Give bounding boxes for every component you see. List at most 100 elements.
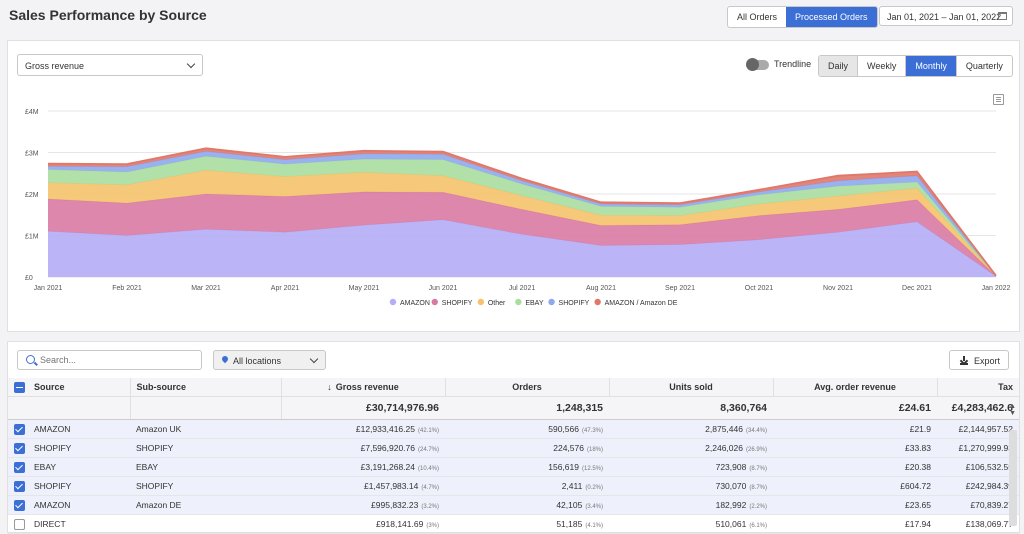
trendline-toggle[interactable] — [746, 58, 769, 71]
row-sub-source: EBAY — [130, 457, 281, 477]
col-tax[interactable]: Tax — [936, 378, 1019, 397]
row-orders-pct: (3.4%) — [585, 504, 603, 510]
row-units-sold: 2,246,026 (26.9%) — [609, 438, 773, 458]
row-sub-source: SHOPIFY — [130, 476, 281, 496]
period-monthly[interactable]: Monthly — [905, 56, 956, 76]
x-tick-label: Apr 2021 — [271, 285, 300, 292]
row-gross-revenue-pct: (10.4%) — [417, 466, 439, 472]
period-daily[interactable]: Daily — [819, 56, 858, 76]
col-orders[interactable]: Orders — [444, 378, 609, 397]
row-units-sold: 510,061 (6.1%) — [609, 514, 773, 534]
export-label: Export — [974, 356, 1001, 366]
row-source: EBAY — [28, 457, 130, 477]
totals-row: £30,714,976.96 1,248,315 8,360,764 £24.6… — [8, 396, 1019, 420]
row-gross-revenue-pct: (3.2%) — [421, 504, 439, 510]
chart-card: Gross revenue Trendline Daily Weekly Mon… — [7, 40, 1020, 332]
row-gross-revenue-pct: (3%) — [426, 523, 439, 529]
row-gross-revenue: £3,191,268.24 (10.4%) — [281, 457, 445, 477]
x-tick-label: Jan 2022 — [982, 285, 1011, 292]
x-tick-label: Feb 2021 — [112, 285, 142, 292]
row-gross-revenue-value: £3,191,268.24 — [360, 462, 415, 472]
table-row[interactable]: SHOPIFY SHOPIFY £1,457,983.14 (4.7%) 2,411 (0… — [8, 476, 1019, 496]
y-tick-label: £0 — [25, 275, 33, 282]
row-orders: 2,411 (0.2%) — [445, 476, 609, 496]
total-gross-revenue: £30,714,976.96 — [280, 396, 445, 420]
metric-dropdown[interactable]: Gross revenue — [17, 54, 203, 76]
row-checkbox[interactable] — [14, 499, 25, 511]
row-units-sold: 730,070 (8.7%) — [609, 476, 773, 496]
page-title: Sales Performance by Source — [9, 7, 207, 23]
row-orders-pct: (12.5%) — [581, 466, 603, 472]
location-pin-icon — [220, 354, 230, 364]
all-orders-tab[interactable]: All Orders — [737, 12, 778, 22]
row-orders: 42,105 (3.4%) — [445, 495, 609, 515]
legend-marker — [594, 298, 601, 306]
y-tick-label: £3M — [25, 151, 39, 158]
total-tax: £4,283,462.6 — [937, 396, 1019, 420]
row-checkbox[interactable] — [14, 480, 25, 492]
total-avg-order-revenue: £24.61 — [773, 396, 937, 420]
row-checkbox-cell — [8, 438, 28, 458]
row-gross-revenue-value: £7,596,920.76 — [360, 443, 415, 453]
scroll-arrows[interactable]: ▲ ▼ — [1009, 403, 1016, 417]
row-checkbox[interactable] — [14, 461, 25, 473]
table-scrollbar[interactable] — [1009, 430, 1017, 526]
row-checkbox[interactable] — [14, 518, 25, 530]
row-orders-pct: (0.2%) — [585, 485, 603, 491]
table-row[interactable]: AMAZON Amazon UK £12,933,416.25 (42.1%) 590,… — [8, 419, 1019, 439]
x-tick-label: Jun 2021 — [429, 285, 458, 292]
table-row[interactable]: SHOPIFY SHOPIFY £7,596,920.76 (24.7%) 224,57… — [8, 438, 1019, 458]
legend-marker — [548, 298, 555, 306]
search-input[interactable] — [40, 353, 190, 367]
legend-item: Other — [488, 300, 506, 307]
row-gross-revenue: £1,457,983.14 (4.7%) — [281, 476, 445, 496]
row-orders-value: 2,411 — [561, 481, 583, 491]
row-avg-order-revenue: £17.94 — [773, 514, 937, 534]
export-button[interactable]: Export — [949, 350, 1009, 370]
row-sub-source — [130, 514, 281, 534]
row-source: SHOPIFY — [28, 438, 130, 458]
row-checkbox[interactable] — [14, 442, 25, 454]
period-quarterly[interactable]: Quarterly — [955, 56, 1012, 76]
row-orders-pct: (47.3%) — [581, 428, 603, 434]
select-all-checkbox[interactable] — [14, 381, 25, 393]
row-orders-value: 224,576 — [553, 443, 584, 453]
row-units-sold: 2,875,446 (34.4%) — [609, 419, 773, 439]
row-orders-pct: (18%) — [586, 447, 603, 453]
legend-marker — [389, 298, 397, 306]
row-units-sold-value: 2,875,446 — [705, 424, 743, 434]
trendline-label: Trendline — [774, 59, 812, 69]
period-weekly[interactable]: Weekly — [857, 56, 906, 76]
search-box — [17, 350, 202, 370]
legend-item: SHOPIFY — [442, 300, 473, 307]
chart-menu-icon[interactable] — [993, 94, 1004, 105]
legend-marker — [431, 298, 438, 306]
col-gross-revenue[interactable]: ↓ Gross revenue — [280, 378, 445, 397]
row-units-sold-value: 2,246,026 — [705, 443, 743, 453]
col-units-sold[interactable]: Units sold — [608, 378, 773, 397]
row-source: AMAZON — [28, 495, 130, 515]
row-units-sold-pct: (8.7%) — [749, 485, 767, 491]
row-avg-order-revenue: £21.9 — [773, 419, 937, 439]
col-sub-source[interactable]: Sub-source — [129, 378, 281, 397]
row-tax: £242,984.39 — [937, 476, 1019, 496]
table-row[interactable]: EBAY EBAY £3,191,268.24 (10.4%) 156,619 (12.5… — [8, 457, 1019, 477]
series-line — [47, 147, 997, 277]
col-source[interactable]: Source — [28, 378, 130, 397]
row-orders: 224,576 (18%) — [445, 438, 609, 458]
table-row[interactable]: DIRECT £918,141.69 (3%) 51,185 (4.1%) 510,061… — [8, 514, 1019, 534]
row-tax: £70,839.27 — [937, 495, 1019, 515]
row-orders: 590,566 (47.3%) — [445, 419, 609, 439]
processed-orders-tab[interactable]: Processed Orders — [786, 7, 877, 27]
col-avg-order-revenue[interactable]: Avg. order revenue — [772, 378, 937, 397]
location-dropdown[interactable]: All locations — [213, 350, 326, 370]
row-units-sold: 723,908 (8.7%) — [609, 457, 773, 477]
row-avg-order-revenue: £23.65 — [773, 495, 937, 515]
row-checkbox[interactable] — [14, 423, 25, 435]
row-gross-revenue: £918,141.69 (3%) — [281, 514, 445, 534]
row-sub-source: Amazon DE — [130, 495, 281, 515]
metric-dropdown-value: Gross revenue — [25, 61, 85, 71]
table-row[interactable]: AMAZON Amazon DE £995,832.23 (3.2%) 42,105 (3… — [8, 495, 1019, 515]
date-range-picker[interactable]: Jan 01, 2021 – Jan 01, 2022 — [879, 6, 1013, 26]
x-tick-label: Jan 2021 — [34, 285, 63, 292]
